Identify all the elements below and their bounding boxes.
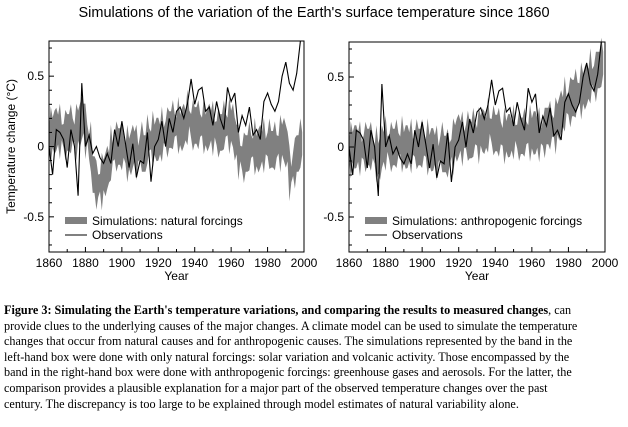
x-tick-label: 1900 [109,256,136,270]
figure-caption: Figure 3: Simulating the Earth's tempera… [4,303,628,412]
x-tick-label: 2000 [592,256,619,270]
x-tick-label: 1980 [555,256,582,270]
y-axis-label: Temperature change (°C) [4,79,18,214]
x-tick-label: 1960 [218,256,245,270]
legend-band-label: Simulations: anthropogenic forcings [392,214,582,228]
caption-line: band in the right-hand box were done wit… [4,365,572,380]
x-tick-label: 1860 [36,256,63,270]
legend-line-label: Observations [92,228,163,242]
x-tick-label: 1900 [409,256,436,270]
y-tick-label: -0.5 [323,210,344,224]
caption-line: changes that occur from natural causes a… [4,334,573,349]
caption-line: century. The discrepancy is too large to… [4,396,519,411]
y-tick-label: 0.5 [327,70,344,84]
simulation-band [349,37,604,183]
x-tick-label: 1860 [336,256,363,270]
figure: Simulations of the variation of the Eart… [4,5,619,283]
x-tick-label: 1960 [519,256,546,270]
y-tick-label: 0 [337,140,344,154]
y-tick-label: 0.5 [27,69,44,83]
y-tick-label: -0.5 [23,210,44,224]
figure-title: Simulations of the variation of the Eart… [78,5,549,21]
legend-band-swatch [65,217,87,224]
simulation-band [49,89,303,211]
caption-line: comparison provides a plausible explanat… [4,380,548,395]
x-tick-label: 1940 [181,256,208,270]
y-tick-label: 0 [37,140,44,154]
chart-anthropogenic-forcings: 1860 1880 1900 1920 1940 1960 1980 2000 0.5 0 -0.5… [323,37,619,283]
x-axis-label: Year [465,269,489,283]
observations-line [348,41,602,197]
caption-title: Figure 3: Simulating the Earth's tempera… [4,303,549,317]
observations-line [48,40,301,196]
x-tick-label: 1880 [372,256,399,270]
x-tick-label: 1940 [482,256,509,270]
x-tick-label: 1920 [145,256,172,270]
caption-line: , can [548,303,572,317]
x-tick-label: 1880 [72,256,99,270]
caption-line: left-hand box were done with only natura… [4,349,570,364]
legend-band-label: Simulations: natural forcings [92,214,243,228]
x-tick-label: 1980 [254,256,281,270]
legend-band-swatch [365,217,387,224]
caption-line: provide clues to the underlying causes o… [4,318,578,333]
chart-natural-forcings: 1860 1880 1900 1920 1940 1960 1980 2000 0.5 0 -0.5… [4,40,318,283]
x-axis-label: Year [164,269,188,283]
x-tick-label: 1920 [445,256,472,270]
legend-line-label: Observations [392,228,463,242]
x-tick-label: 2000 [291,256,318,270]
